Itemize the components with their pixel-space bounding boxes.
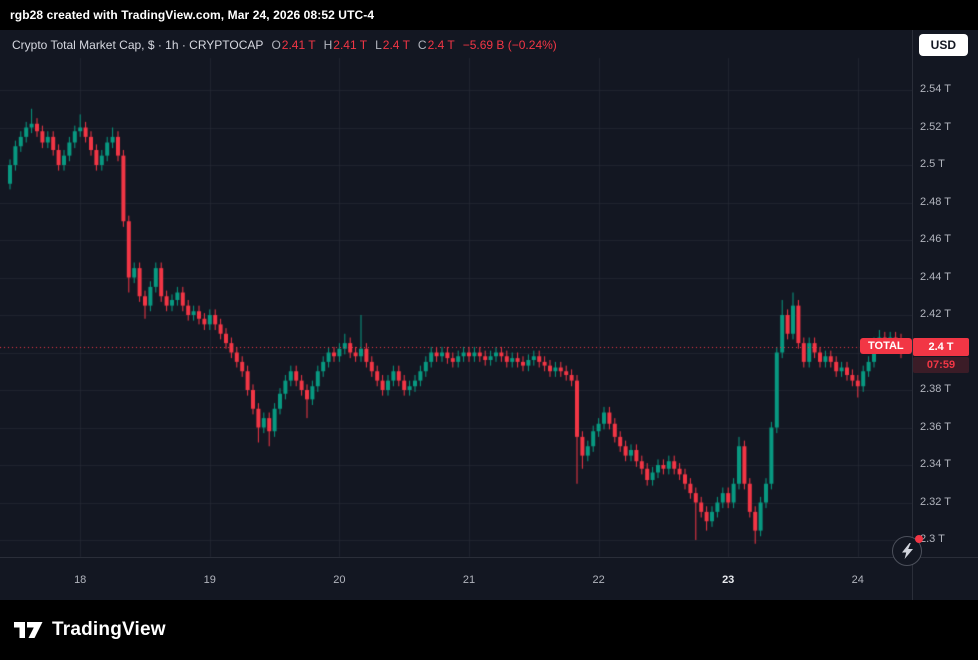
ohlc-close-label: C	[417, 38, 427, 52]
time-tick-label: 21	[462, 574, 476, 586]
series-label-badge: TOTAL	[860, 337, 912, 354]
ohlc-open-value: 2.41 T	[281, 38, 316, 52]
price-tick-label: 2.46 T	[920, 233, 951, 245]
ohlc-close-value: 2.4 T	[427, 38, 455, 52]
chart-pane: Crypto Total Market Cap, $ · 1h · CRYPTO…	[0, 30, 978, 600]
bar-countdown: 07:59	[913, 356, 969, 373]
ohlc-change: −5.69 B (−0.24%)	[462, 38, 557, 52]
attribution-bar: rgb28 created with TradingView.com, Mar …	[0, 0, 978, 30]
symbol-title[interactable]: Crypto Total Market Cap, $ · 1h · CRYPTO…	[12, 38, 264, 52]
time-tick-label: 22	[592, 574, 605, 586]
time-tick-label: 20	[333, 574, 346, 586]
price-tick-label: 2.3 T	[920, 533, 945, 545]
price-tick-label: 2.48 T	[920, 195, 951, 208]
price-tick-label: 2.38 T	[920, 383, 951, 395]
flash-icon[interactable]	[892, 535, 923, 566]
time-axis-separator	[0, 557, 978, 558]
branding-bar: TradingView	[0, 600, 978, 660]
price-axis-separator	[912, 30, 913, 600]
price-tick-label: 2.34 T	[920, 458, 951, 470]
ohlc-low-value: 2.4 T	[382, 38, 410, 52]
time-tick-label: 24	[851, 574, 864, 586]
tradingview-logo-icon[interactable]	[14, 619, 43, 641]
symbol-legend: Crypto Total Market Cap, $ · 1h · CRYPTO…	[12, 38, 557, 52]
price-tick-label: 2.32 T	[920, 495, 951, 508]
time-axis[interactable]: 18 19 20 21 22 23 24	[0, 558, 912, 600]
ohlc-high: H 2.41 T	[324, 38, 367, 52]
ohlc-open-label: O	[271, 38, 281, 52]
lightning-bolt-icon	[901, 543, 913, 559]
time-tick-label: 18	[74, 574, 87, 586]
ohlc-high-label: H	[323, 38, 333, 52]
time-tick-label: 23	[722, 574, 735, 586]
candlestick-chart[interactable]	[0, 30, 912, 600]
notification-dot	[915, 535, 923, 543]
price-tick-label: 2.52 T	[920, 120, 951, 133]
price-tick-label: 2.5 T	[920, 158, 945, 170]
price-tick-label: 2.54 T	[920, 83, 951, 95]
tradingview-wordmark[interactable]: TradingView	[52, 619, 166, 640]
ohlc-high-value: 2.41 T	[333, 38, 368, 52]
ohlc-open: O 2.41 T	[271, 38, 315, 52]
ohlc-low: L 2.4 T	[375, 38, 410, 52]
attribution-text: rgb28 created with TradingView.com, Mar …	[10, 8, 375, 22]
time-tick-label: 19	[203, 574, 216, 586]
ohlc-close: C 2.4 T	[418, 38, 455, 52]
currency-toggle-button[interactable]: USD	[918, 34, 968, 56]
price-tick-label: 2.44 T	[920, 270, 951, 283]
price-tick-label: 2.36 T	[920, 420, 951, 433]
last-price-badge: 2.4 T	[913, 337, 969, 356]
price-axis[interactable]: 2.54 T 2.52 T 2.5 T 2.48 T 2.46 T 2.44 T 2.42 …	[913, 30, 978, 557]
ohlc-low-label: L	[375, 38, 382, 52]
price-tick-label: 2.42 T	[920, 308, 951, 320]
